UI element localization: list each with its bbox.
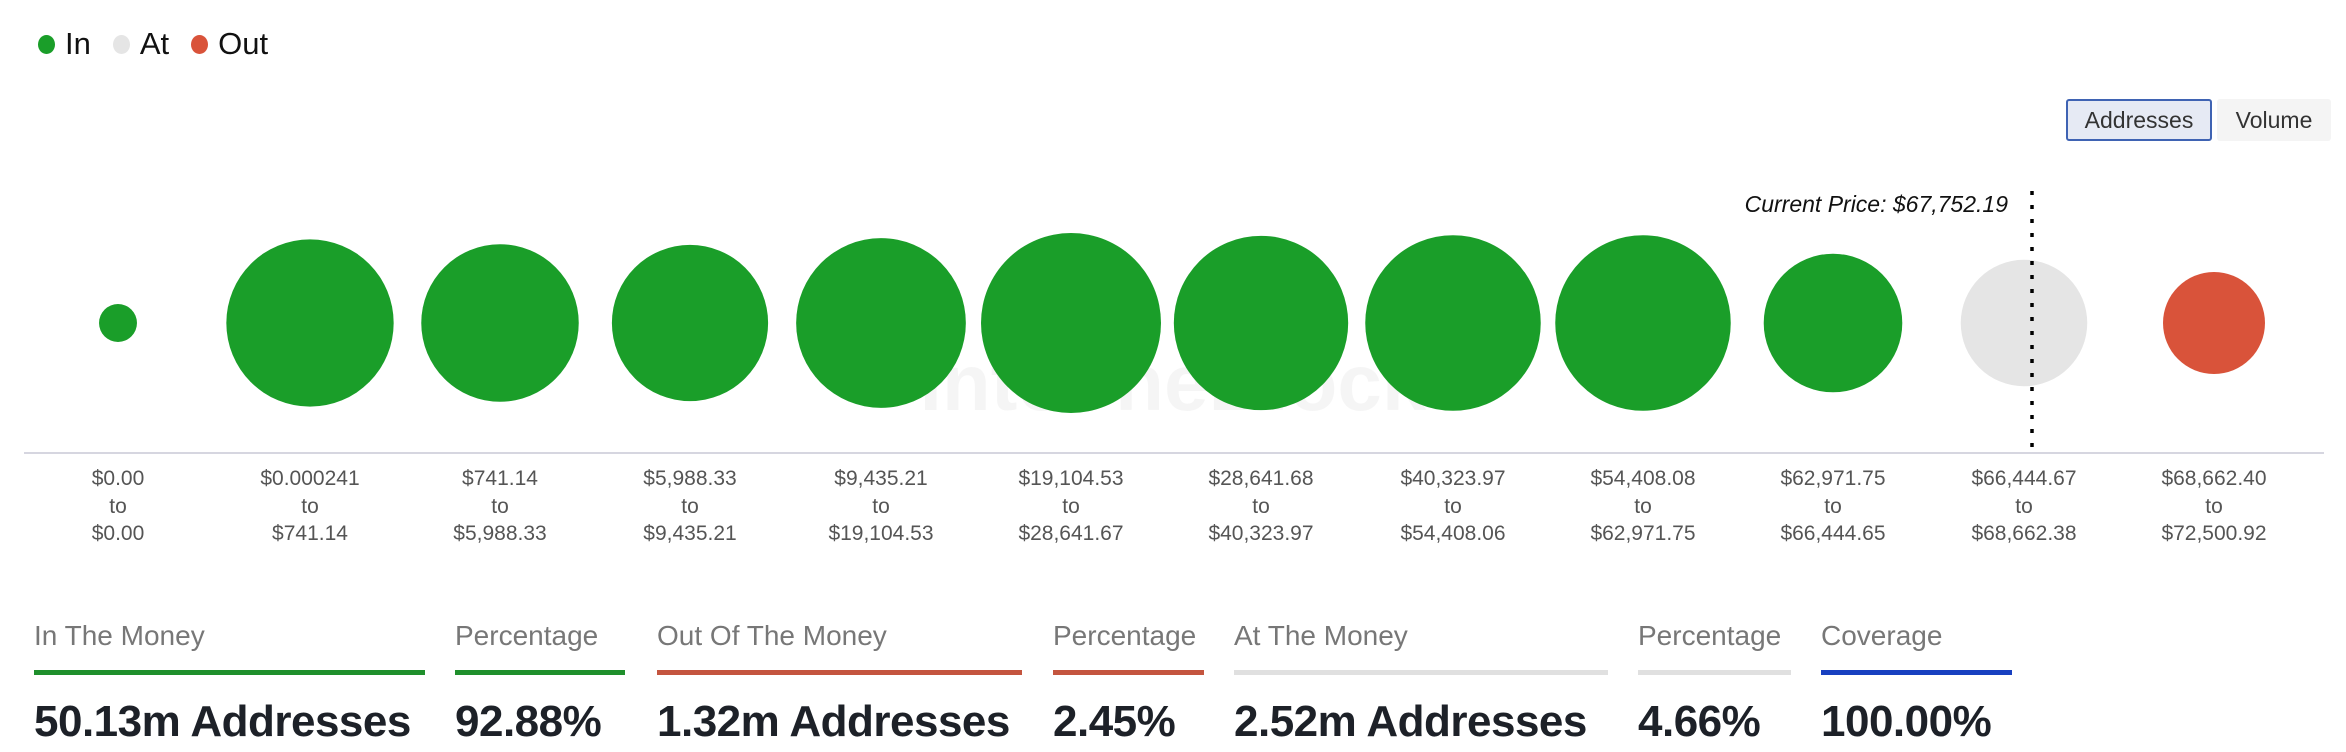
summary-color-bar	[34, 670, 425, 675]
tick-label-from: $54,408.08	[1590, 467, 1695, 490]
legend-dot-out	[191, 34, 209, 54]
addresses-toggle-button[interactable]: Addresses	[2066, 99, 2212, 141]
legend-label: At	[139, 26, 170, 61]
tick-label-from: $0.00	[92, 467, 145, 490]
legend-item-out[interactable]: Out	[191, 26, 268, 62]
tick-label-to: $9,435.21	[643, 522, 736, 545]
summary-stat: Coverage 100.00%	[1821, 620, 2012, 747]
summary-value: 50.13m Addresses	[34, 697, 411, 746]
summary-value: 2.45%	[1053, 697, 1176, 746]
summary-value: 92.88%	[455, 697, 602, 746]
tick-label-to: to	[1252, 495, 1270, 518]
tick-label-from: $68,662.40	[2161, 467, 2266, 490]
summary-label: At The Money	[1234, 620, 1408, 651]
summary-stat: At The Money 2.52m Addresses	[1234, 620, 1608, 747]
legend-item-in[interactable]: In	[38, 26, 91, 62]
summary-label: Percentage	[1638, 620, 1782, 651]
summary-label: In The Money	[34, 620, 205, 651]
bubble-in[interactable]	[226, 239, 394, 407]
tick-label-to: to	[2205, 495, 2223, 518]
bubble-in[interactable]	[1173, 235, 1349, 411]
tick-label-from: $28,641.68	[1208, 467, 1313, 490]
bubble-in[interactable]	[1763, 253, 1903, 393]
tick-label-from: $5,988.33	[643, 467, 736, 490]
tick-label-to: $66,444.65	[1780, 522, 1885, 545]
bubble-in[interactable]	[99, 304, 137, 342]
summary-stat: Out Of The Money 1.32m Addresses	[657, 620, 1022, 747]
summary-color-bar	[455, 670, 625, 675]
summary-label: Out Of The Money	[657, 620, 887, 651]
tick-label-to: to	[109, 495, 127, 518]
legend-label: Out	[218, 26, 269, 61]
tick-label-to: to	[1444, 495, 1462, 518]
tick-label-to: $19,104.53	[828, 522, 933, 545]
bubble-in[interactable]	[1365, 235, 1541, 411]
tick-label-to: $68,662.38	[1971, 522, 2076, 545]
tick-label-to: to	[872, 495, 890, 518]
summary-stat: Percentage 4.66%	[1638, 620, 1791, 747]
summary-color-bar	[1053, 670, 1204, 675]
tick-label-from: $62,971.75	[1780, 467, 1885, 490]
tick-label-to: to	[1634, 495, 1652, 518]
tick-label-to: $5,988.33	[453, 522, 546, 545]
tick-label-to: to	[1062, 495, 1080, 518]
bubble-in[interactable]	[421, 244, 579, 402]
summary-color-bar	[1821, 670, 2012, 675]
summary-stat: Percentage 92.88%	[455, 620, 625, 747]
summary-stat: In The Money 50.13m Addresses	[34, 620, 425, 747]
summary-color-bar	[1234, 670, 1608, 675]
summary-color-bar	[657, 670, 1022, 675]
legend-dot-in	[38, 34, 55, 54]
tick-label-from: $9,435.21	[834, 467, 927, 490]
summary-label: Percentage	[455, 620, 599, 651]
bubble-in[interactable]	[981, 233, 1161, 413]
bubble-in[interactable]	[796, 238, 966, 408]
tick-label-to: $54,408.06	[1400, 522, 1505, 545]
legend-item-at[interactable]: At	[112, 26, 170, 62]
legend-dot-at	[112, 34, 130, 54]
summary-color-bar	[1638, 670, 1791, 675]
tick-label-to: to	[301, 495, 319, 518]
tick-label-to: $0.00	[92, 522, 145, 545]
bubble-out[interactable]	[2163, 272, 2265, 374]
tick-label-to: to	[2015, 495, 2033, 518]
legend-label: In	[65, 26, 91, 61]
summary-value: 2.52m Addresses	[1234, 697, 1587, 746]
tick-label-to: $72,500.92	[2161, 522, 2266, 545]
bubble-chart: IntoTheBlock Current Price: $67,752.19 $…	[24, 191, 2324, 545]
tick-label-to: $40,323.97	[1208, 522, 1313, 545]
tick-label-to: to	[491, 495, 509, 518]
tick-label-from: $19,104.53	[1018, 467, 1123, 490]
tick-label-from: $40,323.97	[1400, 467, 1505, 490]
summary-label: Percentage	[1053, 620, 1197, 651]
tick-label-to: $62,971.75	[1590, 522, 1695, 545]
tick-label-from: $741.14	[462, 467, 538, 490]
summary-stat: Percentage 2.45%	[1053, 620, 1204, 747]
bubble-in[interactable]	[611, 244, 769, 402]
chart-legend: In At Out	[38, 26, 290, 62]
bubble-at[interactable]	[1960, 259, 2088, 387]
volume-toggle-button[interactable]: Volume	[2217, 99, 2331, 141]
current-price-label: Current Price: $67,752.19	[1745, 191, 2009, 217]
tick-label-to: $28,641.67	[1018, 522, 1123, 545]
tick-label-from: $0.000241	[260, 467, 359, 490]
summary-value: 100.00%	[1821, 697, 1992, 746]
bubble-in[interactable]	[1555, 235, 1731, 411]
summary-value: 1.32m Addresses	[657, 697, 1010, 746]
tick-label-from: $66,444.67	[1971, 467, 2076, 490]
tick-label-to: to	[681, 495, 699, 518]
tick-label-to: to	[1824, 495, 1842, 518]
tick-label-to: $741.14	[272, 522, 348, 545]
summary-label: Coverage	[1821, 620, 1943, 651]
summary-value: 4.66%	[1638, 697, 1761, 746]
